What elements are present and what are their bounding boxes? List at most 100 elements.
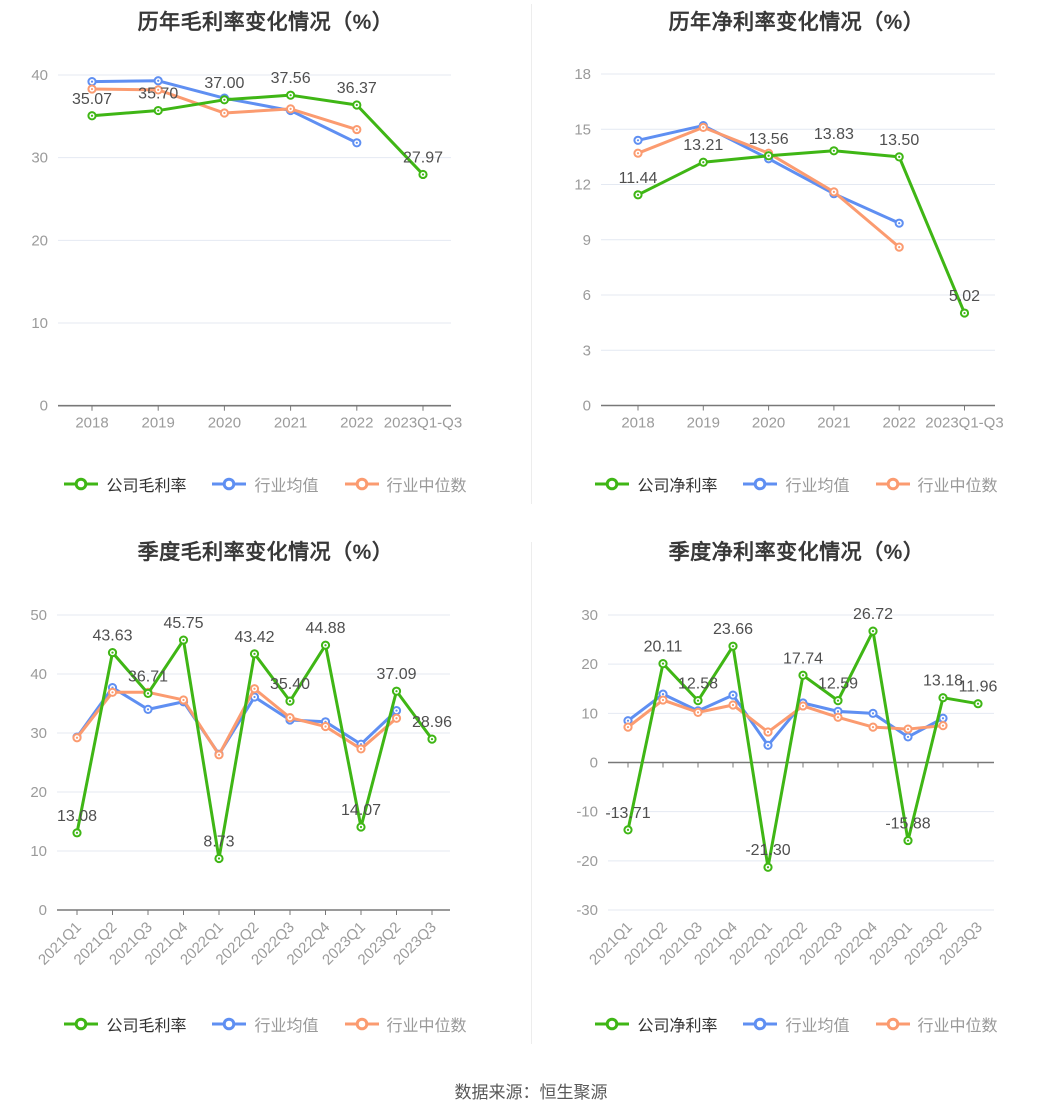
data-label: 13.83 <box>814 126 854 143</box>
data-point-center <box>636 139 640 142</box>
data-point-center <box>288 716 292 719</box>
data-point-center <box>223 98 226 101</box>
data-label: 8.73 <box>203 833 234 850</box>
data-label: 23.66 <box>713 621 753 638</box>
data-label: 43.63 <box>92 628 132 645</box>
data-label: 20.11 <box>644 639 683 656</box>
data-point-center <box>355 141 358 144</box>
data-point-center <box>636 193 640 196</box>
data-label: 13.50 <box>879 132 919 149</box>
legend-item-company[interactable]: 公司净利率 <box>595 1012 717 1036</box>
data-label: 13.08 <box>57 808 97 825</box>
legend-label: 行业中位数 <box>917 1018 998 1035</box>
data-label: 13.18 <box>923 673 963 690</box>
panel-quarterly-net-margin: -30 -20 -10 0 10 20 30 2021Q1 2021Q2 2021Q3 2021Q4… <box>531 530 1062 1060</box>
data-point-center <box>217 753 221 756</box>
data-point-center <box>626 719 630 722</box>
data-point-center <box>906 727 910 731</box>
data-label: 44.88 <box>305 620 345 637</box>
x-tick-label: 2020 <box>752 415 785 432</box>
y-tick-label: 40 <box>30 666 47 683</box>
x-tick-label: 2018 <box>621 415 654 432</box>
data-point-center <box>626 828 630 832</box>
y-tick-label: 12 <box>574 177 591 194</box>
legend-marker-industry_avg-icon <box>212 1017 247 1031</box>
data-point-center <box>871 712 875 715</box>
data-point-center <box>223 111 226 115</box>
x-tick-label: 2020 <box>208 415 241 432</box>
legend-item-industry_median[interactable]: 行业中位数 <box>344 1012 467 1036</box>
legend-label: 公司毛利率 <box>106 1018 187 1035</box>
data-point-center <box>766 866 770 869</box>
series-line-company <box>636 149 966 315</box>
data-point-center <box>395 709 398 712</box>
data-point-center <box>111 651 114 654</box>
data-label: -21.30 <box>745 842 790 859</box>
legend-item-company[interactable]: 公司净利率 <box>595 472 717 496</box>
legend-item-industry_avg[interactable]: 行业均值 <box>212 472 319 496</box>
legend-marker-industry_median-icon <box>344 1017 379 1031</box>
data-point-center <box>75 831 79 834</box>
y-tick-label: 6 <box>583 287 591 304</box>
legend-label: 公司毛利率 <box>106 478 187 495</box>
legend-label: 行业中位数 <box>386 478 467 495</box>
data-point-center <box>395 690 398 693</box>
data-label: 35.40 <box>270 676 310 693</box>
legend-annual-net-margin: 公司净利率 行业均值 行业中位数 <box>531 472 1062 496</box>
data-label: 37.09 <box>376 666 416 683</box>
series-line-industry_median <box>626 698 945 734</box>
data-label: 13.21 <box>683 137 723 154</box>
data-point-center <box>661 662 665 665</box>
data-point-center <box>430 738 434 741</box>
panel-quarterly-gross-margin: 0 10 20 30 40 50 2021Q1 2021Q2 2021Q3 2021Q4 2022Q… <box>0 530 531 1060</box>
data-point-center <box>359 747 363 751</box>
data-source: 数据来源：恒生聚源 <box>454 1083 608 1102</box>
legend-item-industry_avg[interactable]: 行业均值 <box>743 472 850 496</box>
data-point-center <box>157 79 160 82</box>
data-point-center <box>731 645 735 648</box>
annual-net-margin-plot: 0 3 6 9 12 15 18 2018 2019 2020 2021 2022 2023Q1-Q3 1… <box>574 66 1003 432</box>
data-point-center <box>766 744 770 747</box>
y-tick-label: 0 <box>583 398 591 415</box>
data-point-center <box>906 839 910 842</box>
data-point-center <box>217 857 221 860</box>
legend-item-industry_avg[interactable]: 行业均值 <box>743 1012 850 1036</box>
data-point-center <box>941 717 945 720</box>
data-point-center <box>661 698 665 702</box>
data-label: 11.44 <box>619 170 658 187</box>
y-tick-label: -20 <box>576 853 598 870</box>
chart-title-quarterly-net-margin: 季度净利率变化情况（%） <box>668 541 925 564</box>
data-point-center <box>731 694 735 697</box>
y-tick-label: 30 <box>30 725 47 742</box>
data-point-center <box>146 708 150 711</box>
y-tick-label: 10 <box>31 315 48 332</box>
x-tick-label: 2023Q1-Q3 <box>925 415 1003 432</box>
data-point-center <box>111 691 114 694</box>
legend-item-company[interactable]: 公司毛利率 <box>64 1012 186 1036</box>
data-label: 35.07 <box>72 91 112 108</box>
data-point-center <box>421 173 425 176</box>
legend-item-industry_median[interactable]: 行业中位数 <box>344 472 467 496</box>
legend-item-industry_median[interactable]: 行业中位数 <box>875 1012 998 1036</box>
legend-marker-industry_median-icon <box>344 477 379 491</box>
x-tick-label: 2018 <box>75 415 108 432</box>
legend-item-industry_avg[interactable]: 行业均值 <box>212 1012 319 1036</box>
y-tick-label: 18 <box>574 66 591 83</box>
legend-item-industry_median[interactable]: 行业中位数 <box>875 472 998 496</box>
chart-title-annual-gross-margin: 历年毛利率变化情况（%） <box>137 11 394 34</box>
data-label: 36.71 <box>128 668 168 685</box>
y-tick-label: 20 <box>31 232 48 249</box>
y-tick-label: 40 <box>31 67 48 84</box>
x-tick-label: 2021 <box>274 415 307 432</box>
x-tick-label: 2019 <box>687 415 720 432</box>
y-tick-label: 20 <box>30 784 47 801</box>
data-point-center <box>836 710 840 713</box>
legend-label: 行业均值 <box>785 478 850 495</box>
data-point-center <box>963 311 966 315</box>
chart-title-annual-net-margin: 历年净利率变化情况（%） <box>668 11 925 34</box>
legend-marker-industry_median-icon <box>875 477 910 491</box>
data-point-center <box>767 154 770 157</box>
legend-item-company[interactable]: 公司毛利率 <box>64 472 186 496</box>
y-tick-label: 20 <box>581 656 598 673</box>
data-point-center <box>157 109 160 112</box>
